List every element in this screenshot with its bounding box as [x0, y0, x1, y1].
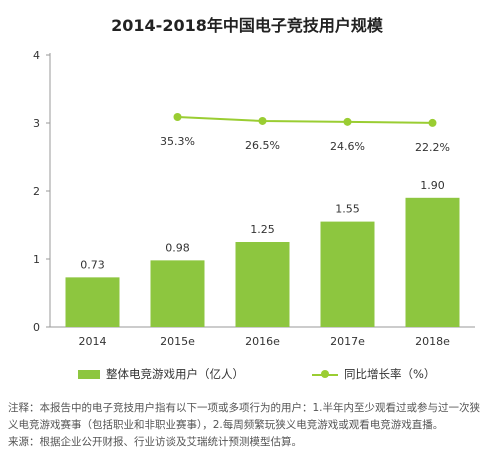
x-tick-label: 2016e — [245, 335, 280, 348]
y-tick-label: 3 — [33, 117, 40, 130]
y-tick-label: 4 — [33, 49, 40, 62]
bar — [320, 221, 375, 327]
chart-title: 2014-2018年中国电子竞技用户规模 — [111, 16, 383, 35]
bar-value-label: 0.98 — [165, 241, 190, 254]
note-line-1: 注释：本报告中的电子竞技用户指有以下一项或多项行为的用户：1.半年内至少观看过或… — [8, 402, 481, 414]
note-line-3: 来源：根据企业公开财报、行业访谈及艾瑞统计预测模型估算。 — [8, 436, 302, 448]
growth-line — [173, 113, 437, 127]
growth-value-label: 24.6% — [330, 140, 365, 153]
y-tick-label: 2 — [33, 185, 40, 198]
growth-line-path — [177, 116, 433, 124]
bars — [65, 197, 460, 327]
bar-value-label: 1.25 — [250, 223, 275, 236]
growth-value-label: 26.5% — [245, 139, 280, 152]
legend-bar-label: 整体电竞游戏用户（亿人） — [106, 367, 244, 381]
bar-value-label: 1.90 — [420, 179, 445, 192]
growth-point — [343, 117, 352, 126]
bar-value-label: 0.73 — [80, 258, 105, 271]
chart-canvas: 0 1 2 3 4 2014 2015e 2016e 2017e 2018e 0.73 0.98 1.… — [33, 49, 475, 348]
note-line-2: 义电竞游戏赛事（包括职业和非职业赛事），2.每周频繁玩狭义电竞游戏或观看电竞游戏… — [8, 419, 444, 431]
footnotes: 注释：本报告中的电子竞技用户指有以下一项或多项行为的用户：1.半年内至少观看过或… — [8, 400, 492, 451]
legend-line-label: 同比增长率（%） — [344, 367, 436, 381]
bar — [405, 197, 460, 327]
legend-bar-swatch — [78, 369, 100, 379]
axes: 0 1 2 3 4 2014 2015e 2016e 2017e 2018e — [33, 49, 475, 348]
growth-point — [173, 113, 182, 122]
legend-bar-series: 整体电竞游戏用户（亿人） — [78, 366, 244, 382]
x-tick-label: 2014 — [79, 335, 107, 348]
bar — [235, 242, 290, 327]
growth-point — [428, 118, 437, 127]
bar — [150, 260, 205, 327]
x-tick-label: 2015e — [160, 335, 195, 348]
legend-line-swatch — [312, 369, 338, 379]
x-tick-label: 2018e — [415, 335, 450, 348]
growth-value-label: 35.3% — [160, 135, 195, 148]
bar-value-label: 1.55 — [335, 203, 360, 216]
data-labels: 0.73 0.98 1.25 1.55 1.90 35.3% 26.5% 24.6% 22.2% — [80, 135, 450, 271]
y-tick-label: 1 — [33, 253, 40, 266]
bar — [65, 277, 120, 327]
y-tick-label: 0 — [33, 321, 40, 334]
legend-line-series: 同比增长率（%） — [312, 366, 435, 382]
growth-value-label: 22.2% — [415, 141, 450, 154]
growth-point — [258, 116, 267, 125]
x-tick-label: 2017e — [330, 335, 365, 348]
